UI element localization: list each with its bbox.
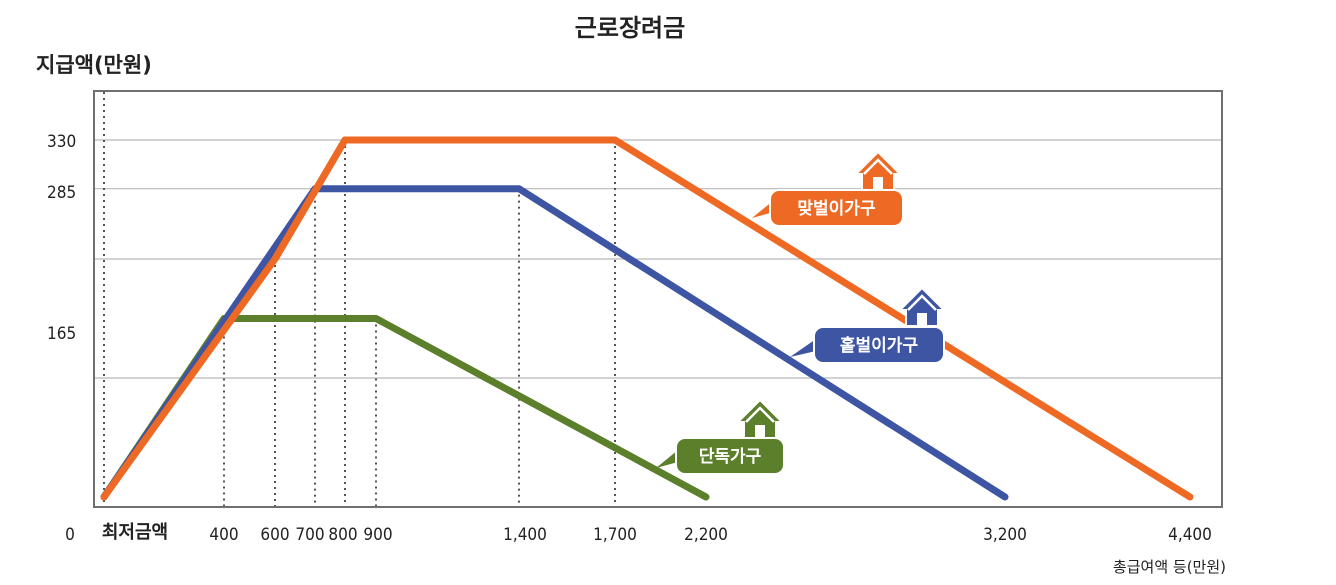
y-axis-title: 지급액(만원) xyxy=(36,53,152,77)
series-label-1: 홑벌이가구 xyxy=(790,286,947,364)
y-tick-165: 165 xyxy=(47,324,76,344)
house-icon xyxy=(735,398,785,439)
series-line-overlay xyxy=(271,136,349,263)
x-tick-3200: 3,200 xyxy=(983,525,1027,545)
house-icon xyxy=(853,150,903,191)
x-tick-700: 700 xyxy=(295,525,324,545)
chart-title: 근로장려금 xyxy=(575,14,685,42)
x-tick-1700: 1,700 xyxy=(593,525,637,545)
series-label-text: 단독가구 xyxy=(699,447,762,467)
x-tick-minimum: 최저금액 xyxy=(102,522,168,543)
callout-box xyxy=(769,189,904,227)
y-ticks: 330 285 165 xyxy=(47,132,76,344)
y-tick-285: 285 xyxy=(47,183,76,203)
callout-box xyxy=(675,437,785,475)
series-lines xyxy=(100,136,1194,501)
series-label-text: 맞벌이가구 xyxy=(797,199,876,219)
series-label-2: 단독가구 xyxy=(656,398,785,475)
grid xyxy=(95,139,1221,379)
callout-pointer xyxy=(752,200,774,218)
callout-box xyxy=(813,326,945,364)
y-tick-330: 330 xyxy=(47,132,76,152)
series-label-text: 홑벌이가구 xyxy=(840,335,919,356)
callout-pointer xyxy=(656,450,678,468)
x-tick-900: 900 xyxy=(363,525,392,545)
house-icon xyxy=(897,286,947,327)
x-tick-0: 0 xyxy=(65,525,75,545)
guide-lines xyxy=(103,92,616,506)
x-tick-2200: 2,200 xyxy=(684,525,728,545)
series-label-0: 맞벌이가구 xyxy=(752,150,904,227)
x-tick-600: 600 xyxy=(260,525,289,545)
x-tick-400: 400 xyxy=(209,525,238,545)
x-tick-4400: 4,400 xyxy=(1168,525,1212,545)
plot-frame xyxy=(93,90,1223,508)
x-tick-800: 800 xyxy=(328,525,357,545)
x-ticks: 0 최저금액 400 600 700 800 900 1,400 1,700 2… xyxy=(65,522,1212,545)
x-tick-1400: 1,400 xyxy=(503,525,547,545)
callout-pointer xyxy=(790,339,816,357)
series-line-1 xyxy=(100,185,1009,501)
x-axis-title: 총급여액 등(만원) xyxy=(1113,558,1226,576)
